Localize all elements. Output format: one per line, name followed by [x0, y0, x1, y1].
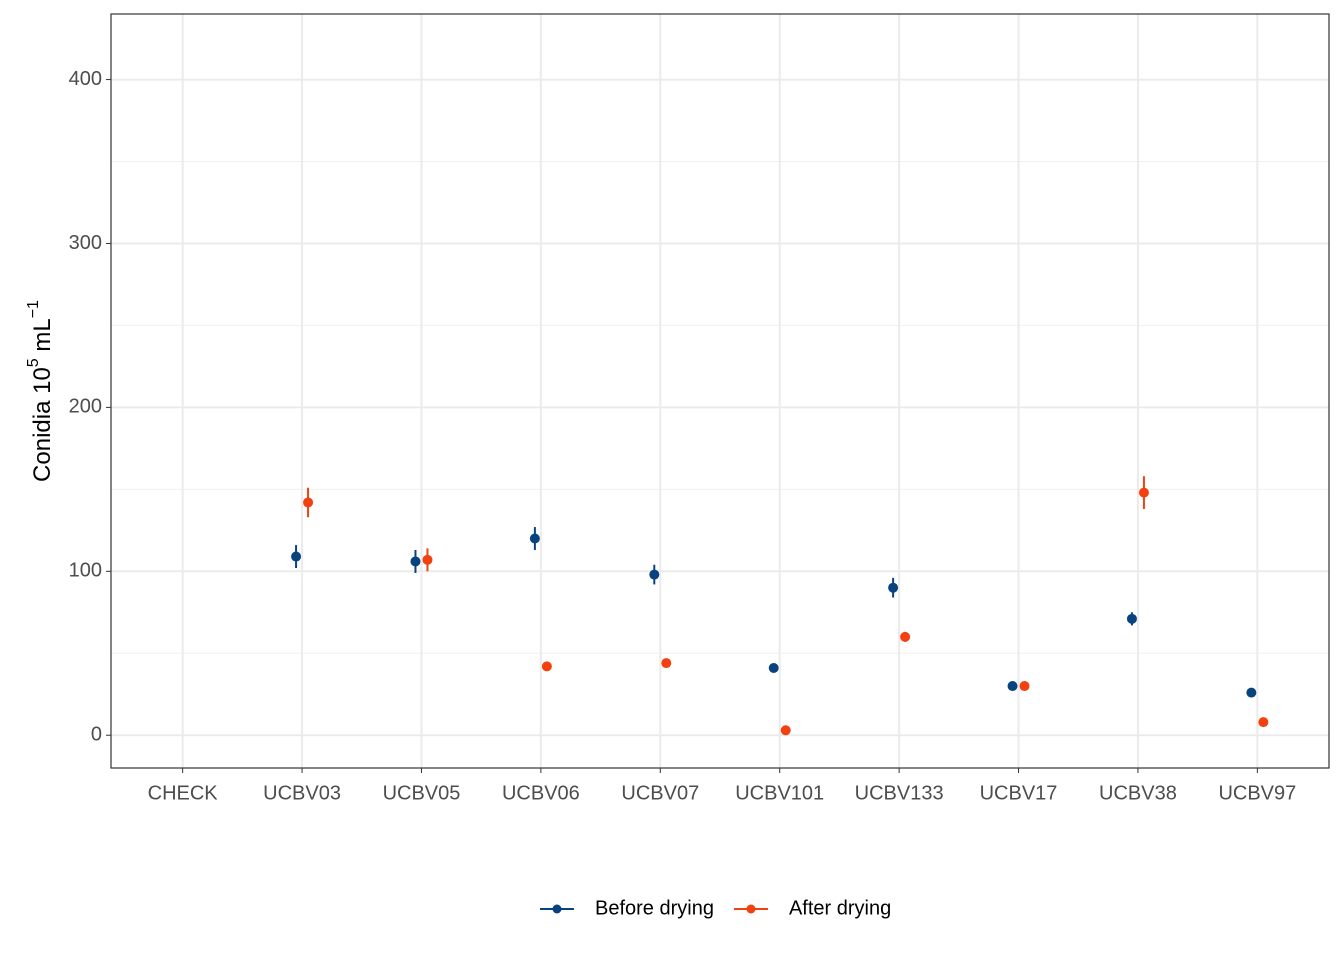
- mean-point: [661, 658, 672, 669]
- x-tick-label: UCBV101: [735, 782, 824, 804]
- y-tick-label: 0: [91, 723, 102, 745]
- y-label-exp: 5: [25, 358, 42, 367]
- x-tick-label: UCBV38: [1099, 782, 1177, 804]
- x-tick-label: UCBV05: [383, 782, 461, 804]
- mean-point: [1007, 681, 1018, 692]
- mean-point: [291, 551, 302, 562]
- y-tick-label: 200: [69, 396, 102, 418]
- mean-point: [541, 661, 552, 672]
- x-tick-label: UCBV07: [621, 782, 699, 804]
- mean-point: [422, 554, 433, 565]
- legend-label: After drying: [789, 897, 891, 919]
- mean-point: [1258, 717, 1269, 728]
- legend-label: Before drying: [595, 897, 714, 919]
- x-tick-label: UCBV17: [980, 782, 1058, 804]
- panel-border: [110, 13, 1330, 769]
- mean-point: [888, 582, 899, 593]
- mean-point: [1126, 613, 1137, 624]
- mean-point: [768, 663, 779, 674]
- legend-key-point: [552, 904, 562, 914]
- mean-point: [1138, 487, 1149, 498]
- y-tick-label: 300: [69, 232, 102, 254]
- x-tick-label: UCBV03: [263, 782, 341, 804]
- x-tick-label: UCBV97: [1218, 782, 1296, 804]
- x-tick-label: UCBV06: [502, 782, 580, 804]
- mean-point: [1246, 687, 1257, 698]
- y-label-unit: mL: [29, 318, 56, 358]
- mean-point: [303, 497, 314, 508]
- x-tick-label: CHECK: [148, 782, 219, 804]
- mean-point: [900, 631, 911, 642]
- mean-point: [780, 725, 791, 736]
- x-tick-label: UCBV133: [855, 782, 944, 804]
- y-axis-label: Conidia 105 mL−1: [25, 300, 56, 482]
- legend-key-point: [746, 904, 756, 914]
- y-tick-label: 400: [69, 68, 102, 90]
- mean-point: [649, 569, 660, 580]
- mean-point: [529, 533, 540, 544]
- y-tick-label: 100: [69, 560, 102, 582]
- mean-point: [1019, 681, 1030, 692]
- mean-point: [410, 556, 421, 567]
- y-label-unit-exp: −1: [25, 300, 42, 318]
- y-label-text: Conidia 10: [29, 367, 56, 482]
